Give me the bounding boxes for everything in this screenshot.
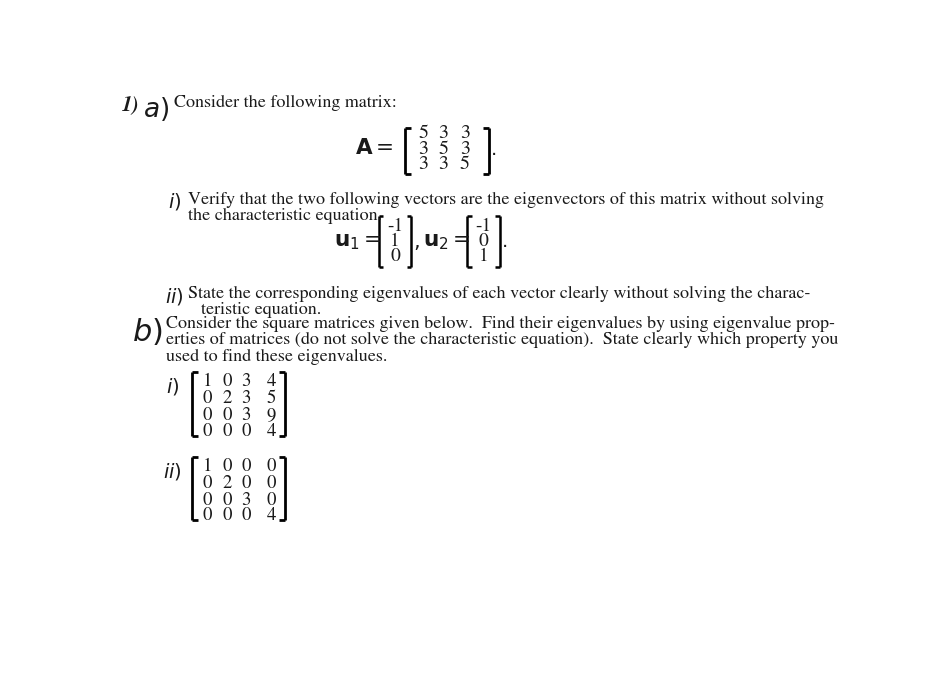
Text: 0: 0 [203,422,212,439]
Text: $\mathbf{u}_1 = $: $\mathbf{u}_1 = $ [334,231,382,252]
Text: 2: 2 [223,475,232,492]
Text: 3: 3 [460,140,470,158]
Text: Consider the following matrix:: Consider the following matrix: [174,95,397,111]
Text: erties of matrices (do not solve the characteristic equation).  State clearly wh: erties of matrices (do not solve the cha… [167,332,839,348]
Text: -1: -1 [475,218,491,235]
Text: 0: 0 [203,407,212,424]
Text: 1: 1 [203,373,212,391]
Text: 5: 5 [418,125,428,142]
Text: 3: 3 [418,140,428,158]
Text: 3: 3 [460,125,470,142]
Text: 1: 1 [478,248,489,266]
Text: 5: 5 [438,140,448,158]
Text: State the corresponding eigenvalues of each vector clearly without solving the c: State the corresponding eigenvalues of e… [188,286,811,302]
Text: 5: 5 [460,156,470,173]
Text: 9: 9 [266,407,276,424]
Text: 3: 3 [418,156,428,173]
Text: 0: 0 [223,422,232,439]
Text: 1: 1 [203,458,212,475]
Text: 0: 0 [223,373,232,391]
Text: 4: 4 [266,422,276,439]
Text: 1: 1 [390,233,400,250]
Text: $i)$: $i)$ [168,191,182,212]
Text: 0: 0 [203,390,212,407]
Text: used to find these eigenvalues.: used to find these eigenvalues. [167,348,388,365]
Text: .: . [491,140,497,159]
Text: 0: 0 [266,475,276,492]
Text: the characteristic equation.: the characteristic equation. [188,207,383,224]
Text: 3: 3 [438,125,448,142]
Text: 4: 4 [266,373,276,391]
Text: .: . [502,232,509,251]
Text: 0: 0 [223,507,232,524]
Text: ,: , [414,231,420,252]
Text: 0: 0 [390,248,400,266]
Text: $\mathbf{u}_2 = $: $\mathbf{u}_2 = $ [423,231,471,252]
Text: 0: 0 [241,458,251,475]
Text: 2: 2 [223,390,232,407]
Text: 3: 3 [241,390,251,407]
Text: 0: 0 [241,422,251,439]
Text: $a)$: $a)$ [143,95,170,123]
Text: $\mathbf{A} = $: $\mathbf{A} = $ [355,138,393,159]
Text: 0: 0 [266,458,276,475]
Text: teristic equation.: teristic equation. [201,302,321,319]
Text: 3: 3 [241,373,251,391]
Text: 0: 0 [241,507,251,524]
Text: 1): 1) [122,95,140,115]
Text: 0: 0 [223,458,232,475]
Text: -1: -1 [387,218,403,235]
Text: $ii)$: $ii)$ [165,286,184,307]
Text: 0: 0 [203,507,212,524]
Text: $i)$: $i)$ [167,376,180,397]
Text: 0: 0 [223,407,232,424]
Text: Consider the square matrices given below.  Find their eigenvalues by using eigen: Consider the square matrices given below… [167,316,835,332]
Text: $ii)$: $ii)$ [163,461,182,482]
Text: 5: 5 [266,390,276,407]
Text: 0: 0 [203,492,212,508]
Text: $b)$: $b)$ [133,316,163,347]
Text: 0: 0 [478,233,489,250]
Text: 0: 0 [223,492,232,508]
Text: Verify that the two following vectors are the eigenvectors of this matrix withou: Verify that the two following vectors ar… [188,191,824,207]
Text: 0: 0 [203,475,212,492]
Text: 3: 3 [438,156,448,173]
Text: 0: 0 [266,492,276,508]
Text: 3: 3 [241,407,251,424]
Text: 0: 0 [241,475,251,492]
Text: 4: 4 [266,507,276,524]
Text: 3: 3 [241,492,251,508]
